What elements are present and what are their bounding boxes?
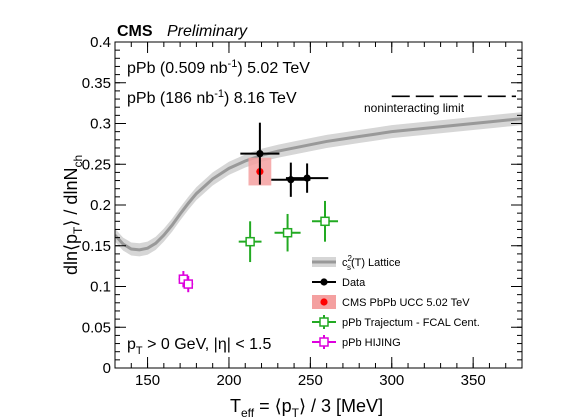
legend-label: pPb HIJING xyxy=(342,337,401,349)
axes-layer: 0 0.05 0.1 0.15 0.2 0.25 0.3 0.35 0.4 150 200 250 30… xyxy=(82,34,523,389)
experiment-label: CMS xyxy=(117,23,153,40)
text-layer: CMS Preliminary pPb (0.509 nb-1) 5.02 Te… xyxy=(61,23,465,418)
legend-label: CMS PbPb UCC 5.02 TeV xyxy=(342,297,470,309)
y-label-mid: ⟩ / dlnN xyxy=(61,168,81,227)
trajectum-point xyxy=(282,227,293,238)
legend-cs-rest: (T) Lattice xyxy=(351,257,401,269)
data-point xyxy=(256,150,264,158)
legend: c2 s(T) Lattice Data CMS PbPb UCC 5.02 TeV p… xyxy=(312,254,480,349)
x-label-mid: = ⟨p xyxy=(254,396,292,416)
x-label-t: T xyxy=(230,396,241,416)
x-tick-label: 300 xyxy=(379,372,404,389)
lattice-band-layer xyxy=(115,112,522,257)
y-label-sub2: ch xyxy=(71,155,85,168)
legend-cs-sub: s xyxy=(347,263,351,272)
lumi-1-sup: -1 xyxy=(228,58,238,70)
lumi-1-pre: pPb (0.509 nb xyxy=(127,60,228,77)
x-tick-label: 200 xyxy=(216,372,241,389)
lumi-annotation-1: pPb (0.509 nb-1) 5.02 TeV xyxy=(127,58,310,77)
legend-label: Data xyxy=(342,277,366,289)
legend-cs-sup: 2 xyxy=(348,254,353,263)
y-tick-label: 0.15 xyxy=(82,238,111,255)
legend-label: pPb Trajectum - FCAL Cent. xyxy=(342,317,480,329)
lumi-2-post: ) 8.16 TeV xyxy=(224,90,297,107)
y-tick-label: 0.05 xyxy=(82,319,111,336)
y-tick-label: 0.3 xyxy=(90,116,111,133)
y-tick-label: 0 xyxy=(103,360,111,377)
trajectum-point xyxy=(245,236,255,247)
x-label-end: ⟩ / 3 [MeV] xyxy=(299,396,383,416)
noninteracting-label: noninteracting limit xyxy=(364,101,465,115)
x-label-sub2: T xyxy=(292,406,300,418)
y-tick-label: 0.25 xyxy=(82,156,111,173)
cut-pt: p xyxy=(127,336,136,353)
legend-pbpb-marker xyxy=(320,298,328,306)
lattice-band xyxy=(115,112,522,257)
trajectum-point xyxy=(320,216,330,227)
data-layer xyxy=(178,122,339,293)
lumi-annotation-2: pPb (186 nb-1) 8.16 TeV xyxy=(127,88,297,107)
y-tick-label: 0.2 xyxy=(90,197,111,214)
lumi-1-post: ) 5.02 TeV xyxy=(237,60,310,77)
x-tick-label: 350 xyxy=(461,372,486,389)
y-axis-label: dln⟨pT⟩ / dlnNch xyxy=(61,155,85,275)
y-tick-label: 0.35 xyxy=(82,75,111,92)
y-label-pre: dln⟨p xyxy=(61,234,81,275)
cut-annotation: pT > 0 GeV, |η| < 1.5 xyxy=(127,336,271,357)
status-label: Preliminary xyxy=(167,23,248,40)
x-axis-label: Teff = ⟨pT⟩ / 3 [MeV] xyxy=(230,396,383,418)
legend-data-marker xyxy=(320,278,328,286)
data-point xyxy=(303,174,311,182)
lattice-line xyxy=(115,117,522,252)
legend-trajectum-marker xyxy=(319,317,329,327)
cut-pt-sub: T xyxy=(136,345,143,357)
x-tick-label: 150 xyxy=(135,372,160,389)
legend-cs: c xyxy=(342,257,348,269)
hijing-point xyxy=(183,279,194,289)
lumi-2-sup: -1 xyxy=(214,88,224,100)
legend-label: c2 s(T) Lattice xyxy=(342,254,400,272)
legend-hijing-marker xyxy=(319,337,329,347)
cut-rest: > 0 GeV, |η| < 1.5 xyxy=(143,336,272,353)
x-tick-label: 250 xyxy=(298,372,323,389)
y-label-sub: T xyxy=(71,226,85,234)
y-tick-label: 0.1 xyxy=(90,279,111,296)
lumi-2-pre: pPb (186 nb xyxy=(127,90,214,107)
x-label-sub: eff xyxy=(241,406,255,418)
y-tick-label: 0.4 xyxy=(90,34,111,51)
